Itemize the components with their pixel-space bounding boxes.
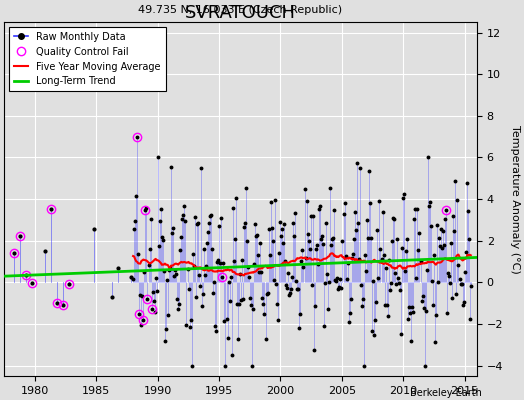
Title: SVRATOUCH: SVRATOUCH [185,4,296,22]
Text: Berkeley Earth: Berkeley Earth [410,388,482,398]
Legend: Raw Monthly Data, Quality Control Fail, Five Year Moving Average, Long-Term Tren: Raw Monthly Data, Quality Control Fail, … [9,27,166,91]
Y-axis label: Temperature Anomaly (°C): Temperature Anomaly (°C) [510,125,520,274]
Text: 49.735 N, 16.033 E (Czech Republic): 49.735 N, 16.033 E (Czech Republic) [138,5,343,15]
